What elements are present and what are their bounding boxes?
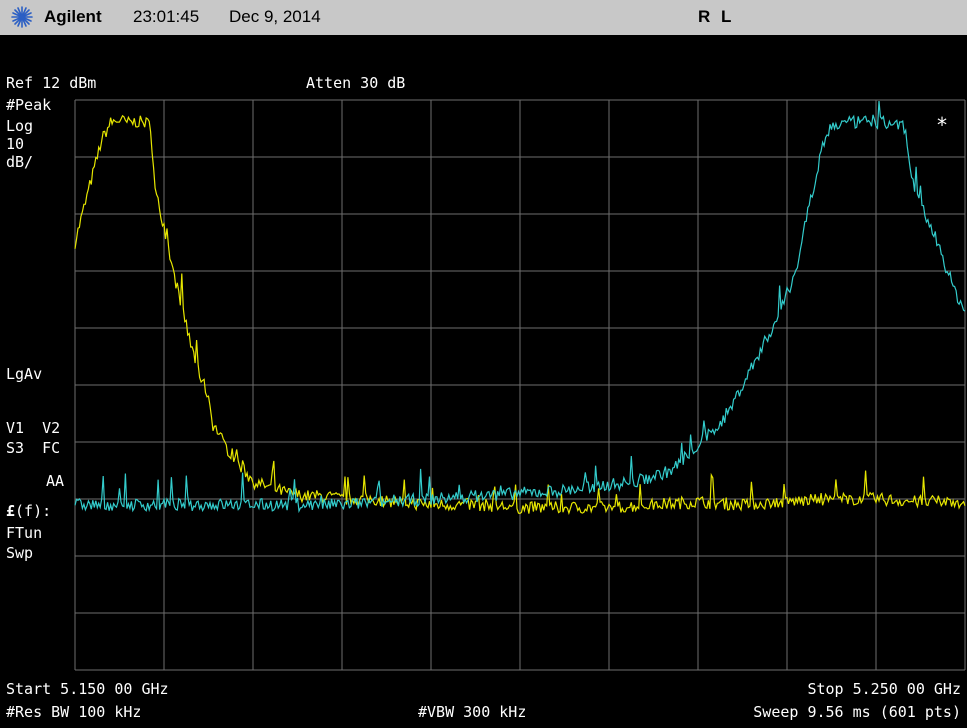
ref-level-label: Ref 12 dBm [6, 74, 97, 92]
sweep-time: Sweep 9.56 ms (601 pts) [753, 703, 961, 721]
trace-line-2 [74, 100, 966, 514]
scale-type-label: Log [6, 117, 34, 135]
clock-time: 23:01:45 [133, 7, 200, 26]
graticule [74, 99, 966, 671]
trace-labels: V1 V2 [6, 419, 61, 437]
scale-value-label: 10 [6, 135, 25, 153]
brand-name: Agilent [44, 7, 102, 26]
aa-label: AA [46, 472, 65, 490]
video-bandwidth: #VBW 300 kHz [418, 703, 527, 721]
average-label: LgAv [6, 365, 43, 383]
stop-frequency: Stop 5.250 00 GHz [807, 680, 961, 698]
trace-layer [74, 100, 966, 515]
ftun-function-label: £(f): [6, 503, 51, 520]
start-frequency: Start 5.150 00 GHz [6, 680, 169, 698]
resolution-bandwidth: #Res BW 100 kHz [6, 703, 142, 721]
remote-local-status: R L [698, 7, 735, 26]
pound-symbol: £ [6, 502, 16, 520]
clock-date: Dec 9, 2014 [229, 7, 321, 26]
agilent-spark-logo-icon [11, 6, 33, 28]
swp-label: Swp [6, 544, 34, 562]
attenuation-label: Atten 30 dB [306, 74, 406, 92]
marker-asterisk: * [936, 113, 949, 137]
function-of-f-label: (f): [15, 502, 52, 520]
title-bar: Agilent 23:01:45 Dec 9, 2014 R L [0, 0, 967, 35]
sweep-labels: S3 FC [6, 439, 61, 457]
detector-label: #Peak [6, 96, 52, 114]
ftun-label: FTun [6, 524, 43, 542]
trace-line-1 [74, 114, 966, 515]
scale-unit-label: dB/ [6, 153, 34, 171]
